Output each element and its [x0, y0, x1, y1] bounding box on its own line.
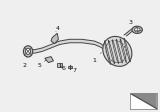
- Polygon shape: [51, 33, 58, 44]
- Polygon shape: [45, 57, 53, 63]
- Ellipse shape: [132, 26, 142, 33]
- Text: 2: 2: [23, 57, 27, 68]
- Polygon shape: [130, 93, 157, 109]
- Text: 5: 5: [38, 60, 46, 68]
- Text: 6: 6: [61, 66, 65, 71]
- Ellipse shape: [23, 46, 33, 57]
- Ellipse shape: [134, 28, 140, 32]
- Text: 7: 7: [71, 68, 77, 73]
- Ellipse shape: [103, 36, 132, 66]
- Ellipse shape: [25, 48, 31, 54]
- Polygon shape: [124, 29, 137, 36]
- FancyBboxPatch shape: [68, 66, 72, 68]
- Text: 1: 1: [92, 53, 101, 63]
- Polygon shape: [30, 39, 104, 53]
- FancyBboxPatch shape: [57, 63, 62, 67]
- Text: 3: 3: [128, 20, 137, 28]
- Text: 4: 4: [55, 26, 59, 32]
